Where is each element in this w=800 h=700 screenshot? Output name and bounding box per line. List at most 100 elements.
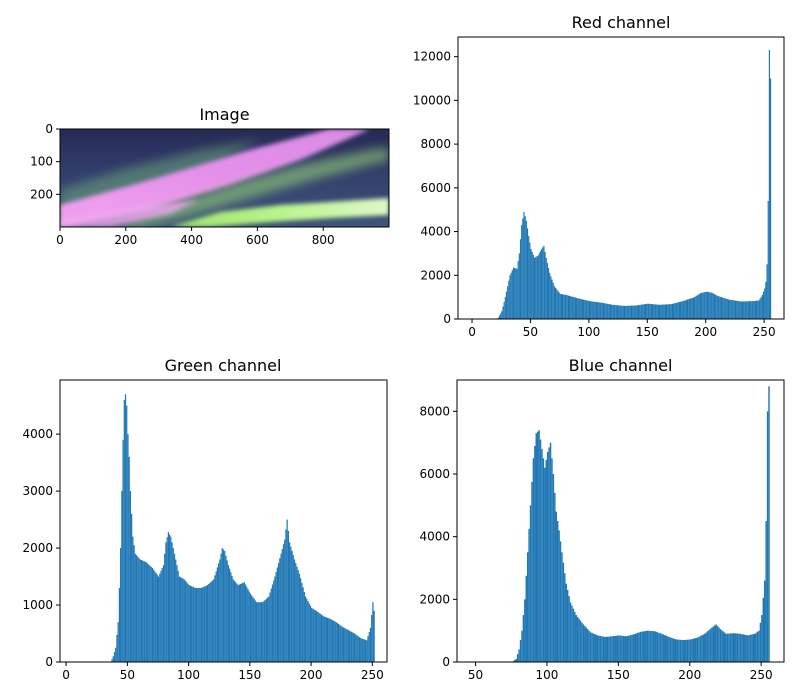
red-histogram-bar xyxy=(525,220,527,319)
green-histogram-bar xyxy=(243,582,245,662)
green-histogram-bar xyxy=(306,598,308,662)
red-histogram-bar xyxy=(641,304,643,319)
red-histogram-bar xyxy=(698,293,700,319)
green-histogram-bar xyxy=(257,602,259,662)
blue-histogram-bar xyxy=(725,633,727,662)
blue-histogram-bar xyxy=(552,474,555,662)
green-histogram-bar xyxy=(169,534,171,662)
red-histogram-bar xyxy=(737,300,739,319)
blue-histogram-bar xyxy=(624,636,626,662)
green-histogram-bar xyxy=(255,602,258,662)
red-histogram-bar xyxy=(752,301,754,319)
red-histogram-bar xyxy=(667,304,669,319)
blue-histogram-bar xyxy=(652,631,655,662)
red-histogram-bar xyxy=(559,293,561,319)
blue-histogram-bar xyxy=(761,615,763,662)
blue-histogram-bar xyxy=(604,636,606,662)
red-histogram-bar xyxy=(587,300,589,319)
red-histogram-bar xyxy=(554,287,557,319)
green-title: Green channel xyxy=(165,356,282,375)
green-histogram-bar xyxy=(144,561,146,662)
green-histogram-bar xyxy=(133,545,135,662)
green-histogram-bar xyxy=(367,636,369,662)
red-histogram-bar xyxy=(609,304,612,319)
red-histogram-bar xyxy=(599,302,601,319)
green-histogram-bar xyxy=(295,563,297,662)
red-histogram-bar xyxy=(523,211,525,319)
green-histogram-bar xyxy=(177,570,179,662)
green-histogram-bar xyxy=(247,589,249,662)
blue-histogram-bar xyxy=(674,638,676,662)
blue-histogram-bar xyxy=(568,596,570,662)
blue-histogram-bar xyxy=(739,633,742,662)
blue-title: Blue channel xyxy=(569,356,673,375)
green-histogram-bar xyxy=(191,586,193,662)
red-histogram-bar xyxy=(497,317,499,319)
blue-y-tick-label: 2000 xyxy=(419,592,450,606)
aurora-image xyxy=(60,129,389,227)
green-histogram-bar xyxy=(335,622,337,662)
green-histogram-bar xyxy=(146,563,149,662)
red-histogram-bar xyxy=(702,292,704,319)
green-histogram-bar xyxy=(233,580,236,662)
green-histogram-bar xyxy=(318,612,320,662)
green-histogram-bar xyxy=(270,588,272,662)
red-y-tick-label: 2000 xyxy=(420,268,451,282)
blue-histogram-bar xyxy=(721,630,723,662)
green-histogram-bar xyxy=(326,617,329,662)
red-x-tick-label: 150 xyxy=(636,325,659,339)
green-histogram-bar xyxy=(219,559,221,662)
red-histogram-bar xyxy=(644,304,647,319)
blue-histogram-bar xyxy=(672,638,675,662)
green-histogram-bar xyxy=(308,603,310,662)
blue-histogram-bar xyxy=(611,636,613,662)
green-histogram-bar xyxy=(209,582,211,662)
red-histogram-bar xyxy=(602,303,605,319)
image-x-ticks: 0 200 400 600 800 xyxy=(56,227,335,247)
blue-histogram-bar xyxy=(582,624,585,662)
red-histogram-bar xyxy=(592,301,594,319)
red-histogram-bar xyxy=(677,302,679,319)
green-histogram-bar xyxy=(197,587,199,662)
blue-histogram-bar xyxy=(682,640,685,662)
blue-histogram-bar xyxy=(765,521,767,662)
red-histogram-bar xyxy=(635,305,637,319)
red-histogram-bar xyxy=(762,291,765,319)
red-histogram-bar xyxy=(588,301,591,319)
blue-histogram-bar xyxy=(658,632,660,662)
red-histogram-bar xyxy=(532,254,534,319)
red-histogram-bar xyxy=(629,305,631,319)
red-histogram-bar xyxy=(670,304,672,319)
red-histogram-bar xyxy=(537,255,539,319)
blue-histogram-bar xyxy=(641,631,643,662)
green-histogram-bar xyxy=(251,595,253,662)
green-histogram-bar xyxy=(112,656,114,662)
red-histogram-bar xyxy=(614,305,616,319)
red-histogram-bar xyxy=(507,286,509,319)
green-histogram-bar xyxy=(139,559,141,662)
red-histogram-bar xyxy=(704,291,706,319)
green-histogram-bar xyxy=(246,586,248,662)
red-histogram-bar xyxy=(739,301,741,319)
green-histogram-bar xyxy=(362,638,364,662)
blue-histogram-bar xyxy=(702,634,705,662)
red-histogram-bar xyxy=(758,300,760,319)
green-histogram-bar xyxy=(254,600,256,662)
red-histogram-bar xyxy=(743,301,745,319)
blue-histogram-bars xyxy=(512,386,770,663)
blue-histogram-bar xyxy=(564,573,566,662)
red-histogram-bar xyxy=(748,301,751,319)
green-histogram-bar xyxy=(170,536,172,662)
red-histogram-bar xyxy=(726,299,728,319)
blue-histogram-bar xyxy=(544,467,546,662)
blue-histogram-bar xyxy=(571,605,573,662)
blue-y-tick-label: 0 xyxy=(442,655,450,669)
green-histogram-bar xyxy=(113,652,116,662)
red-histogram-bar xyxy=(709,292,711,319)
green-histogram-bar xyxy=(128,456,130,662)
blue-histogram-bar xyxy=(684,639,686,662)
green-histogram-bar xyxy=(211,580,214,662)
green-histogram-bar xyxy=(269,592,271,662)
green-histogram-bar xyxy=(225,555,227,662)
red-histogram-bar xyxy=(765,281,767,319)
